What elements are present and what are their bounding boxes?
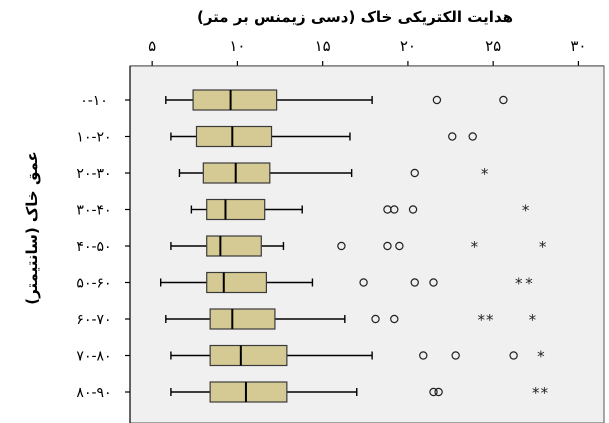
- outlier-point: [499, 95, 508, 105]
- box-group: * *: [170, 235, 547, 257]
- x-tick-label: ۵: [148, 37, 156, 55]
- outlier-point: [434, 387, 443, 397]
- chart-title: هدایت الکتریکی خاک (دسی زیمنس بر متر): [197, 8, 513, 26]
- y-tick-label: ۴۰-۵۰: [76, 239, 111, 255]
- extreme-point: *: [477, 311, 485, 329]
- outlier-point: [448, 132, 457, 141]
- outlier-point: [451, 351, 460, 360]
- y-tick-label: ۵۰-۶۰: [76, 276, 111, 292]
- extreme-point: *: [537, 348, 545, 366]
- y-tick-label: ۸۰-۹۰: [76, 385, 111, 401]
- plot-area: [129, 65, 605, 423]
- y-axis: ۰-۱۰ ۱۰-۲۰ ۲۰-۳۰ ۳۰-۴۰ ۴۰-۵۰ ۵۰-۶۰ ۶۰-۷۰ ۷۰-۸۰ ۸…: [76, 66, 131, 423]
- y-tick-label: ۰-۱۰: [80, 93, 108, 109]
- outlier-point: [359, 278, 368, 287]
- box-group: * *: [159, 271, 533, 294]
- extreme-point: *: [532, 384, 540, 402]
- iqr-box: [192, 89, 278, 111]
- y-tick-label: ۳۰-۴۰: [76, 203, 111, 219]
- outlier-point: [395, 241, 404, 251]
- y-tick-label: ۲۰-۳۰: [76, 166, 111, 182]
- x-axis: ۵ ۱۰ ۱۵ ۲۰ ۲۵ ۳۰: [130, 37, 604, 67]
- outlier-point: [390, 205, 399, 214]
- outlier-point: [432, 95, 442, 105]
- outlier-point: [371, 314, 380, 324]
- outlier-point: [410, 168, 419, 178]
- x-tick-label: ۳۰: [570, 37, 586, 55]
- outlier-point: [468, 132, 477, 141]
- iqr-box: [209, 308, 276, 330]
- extreme-point: *: [529, 311, 537, 329]
- iqr-box: [209, 344, 288, 367]
- box-group: *: [190, 198, 530, 221]
- iqr-box: [195, 125, 273, 148]
- box-group: *: [170, 344, 545, 367]
- outlier-point: [429, 387, 438, 397]
- y-tick-label: ۷۰-۸۰: [76, 349, 111, 365]
- box-group: [170, 125, 477, 148]
- box-series: *** ** ** * *** *: [159, 89, 549, 403]
- outlier-point: [419, 351, 428, 360]
- box-group: [165, 89, 508, 111]
- box-group: * *: [170, 381, 549, 403]
- x-tick-label: ۱۰: [229, 37, 245, 55]
- iqr-box: [206, 235, 262, 257]
- extreme-point: *: [541, 384, 549, 402]
- outlier-point: [390, 314, 399, 324]
- x-tick-label: ۲۵: [485, 37, 501, 55]
- y-tick-label: ۶۰-۷۰: [76, 312, 111, 328]
- outlier-point: [408, 205, 418, 214]
- extreme-point: *: [481, 165, 489, 183]
- outlier-point: [383, 241, 392, 251]
- extreme-point: *: [525, 275, 533, 293]
- box-group: * * *: [165, 308, 537, 330]
- outlier-point: [410, 278, 419, 287]
- box-group: *: [178, 162, 489, 184]
- extreme-point: *: [486, 311, 494, 329]
- y-tick-label: ۱۰-۲۰: [76, 130, 111, 146]
- iqr-box: [209, 381, 288, 403]
- outlier-point: [337, 241, 346, 251]
- outlier-point: [429, 278, 438, 287]
- x-tick-label: ۱۵: [315, 37, 331, 55]
- extreme-point: *: [471, 238, 479, 256]
- y-axis-label: عمق خاک (سانتیمتر): [23, 151, 41, 305]
- outlier-point: [509, 351, 518, 360]
- iqr-box: [206, 271, 268, 294]
- iqr-box: [206, 198, 266, 221]
- x-tick-label: ۲۰: [400, 37, 416, 55]
- extreme-point: *: [522, 202, 530, 220]
- extreme-point: *: [515, 275, 523, 293]
- extreme-point: *: [539, 238, 547, 256]
